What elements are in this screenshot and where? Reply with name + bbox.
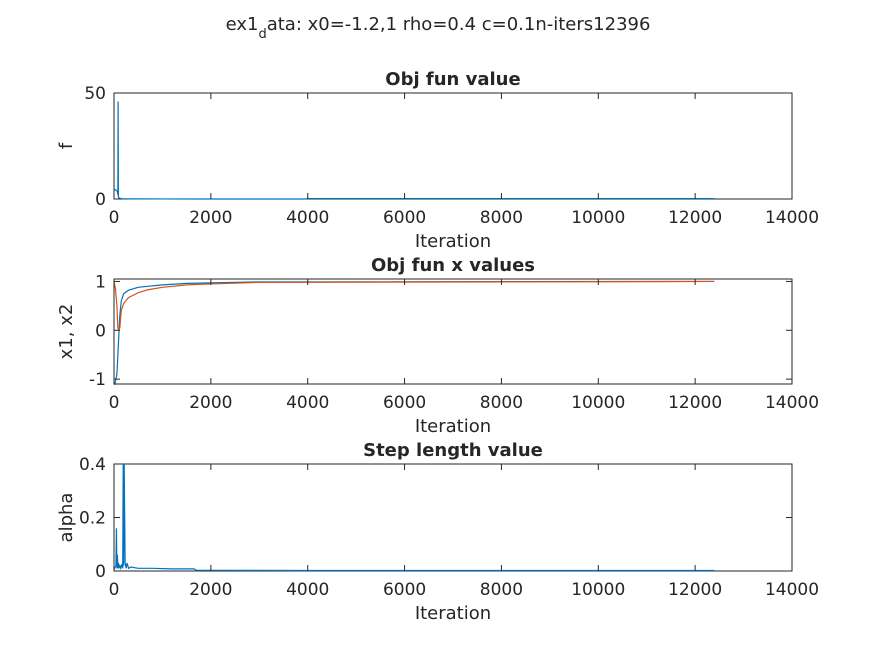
y-tick-label: -1 (89, 370, 106, 390)
subplot-1: 0 2000 4000 6000 8000 10000 12000 14000 0 50 Obj f… (56, 69, 819, 252)
series-group (114, 463, 715, 572)
x-tick-label: 14000 (765, 208, 819, 228)
x-tick-label: 10000 (571, 580, 625, 600)
x-tick-label: 10000 (571, 393, 625, 413)
series-group (114, 101, 715, 200)
y-axis-label: x1, x2 (56, 304, 77, 360)
y-axis-label: alpha (56, 493, 77, 543)
plot-area (113, 278, 793, 385)
y-tick-label: 50 (84, 84, 106, 104)
y-axis-label: f (56, 142, 77, 149)
x-tick-label: 10000 (571, 208, 625, 228)
x-tick-label: 6000 (383, 208, 426, 228)
x-tick-label: 2000 (189, 580, 232, 600)
y-tick-label: 0 (95, 190, 106, 210)
suptitle-main: ex1 (226, 14, 259, 35)
plot-area (113, 92, 793, 200)
y-tick-label: 0 (95, 562, 106, 582)
suptitle-subscript: d (258, 27, 266, 42)
series-line-1 (114, 463, 715, 572)
x-tick-label: 2000 (189, 393, 232, 413)
x-axis-label: Iteration (415, 231, 491, 252)
series-line-2 (114, 280, 715, 332)
chart-title: Step length value (363, 440, 543, 461)
x-tick-label: 4000 (286, 580, 329, 600)
y-tick-label: 0.2 (79, 509, 106, 529)
x-tick-label: 12000 (668, 393, 722, 413)
x-tick-label: 14000 (765, 580, 819, 600)
x-tick-label: 8000 (480, 580, 523, 600)
suptitle-rest: ata: x0=-1.2,1 rho=0.4 c=0.1n-iters12396 (267, 14, 651, 35)
subplot-2: 0 2000 4000 6000 8000 10000 12000 14000-101Obj … (56, 255, 819, 437)
x-tick-label: 0 (109, 393, 120, 413)
x-axis-label: Iteration (415, 603, 491, 624)
y-tick-label: 1 (95, 272, 106, 292)
series-line-1 (114, 101, 715, 200)
chart-title: Obj fun value (385, 69, 520, 90)
plot-area (113, 463, 793, 572)
x-tick-label: 0 (109, 580, 120, 600)
x-tick-label: 6000 (383, 580, 426, 600)
x-tick-label: 4000 (286, 393, 329, 413)
subplot-3: 0 2000 4000 6000 8000 10000 12000 14000 0 0.2 0.4 S… (56, 440, 819, 624)
x-tick-label: 0 (109, 208, 120, 228)
x-tick-label: 12000 (668, 580, 722, 600)
x-axis-label: Iteration (415, 416, 491, 437)
x-tick-label: 8000 (480, 208, 523, 228)
x-tick-label: 8000 (480, 393, 523, 413)
x-tick-label: 12000 (668, 208, 722, 228)
series-group (114, 280, 715, 385)
x-tick-label: 4000 (286, 208, 329, 228)
x-tick-label: 14000 (765, 393, 819, 413)
y-tick-label: 0.4 (79, 455, 106, 475)
x-tick-label: 2000 (189, 208, 232, 228)
chart-title: Obj fun x values (371, 255, 535, 276)
figure-suptitle: ex1data: x0=-1.2,1 rho=0.4 c=0.1n-iters1… (226, 14, 651, 42)
y-tick-label: 0 (95, 321, 106, 341)
series-line-1 (114, 280, 715, 385)
x-tick-label: 6000 (383, 393, 426, 413)
